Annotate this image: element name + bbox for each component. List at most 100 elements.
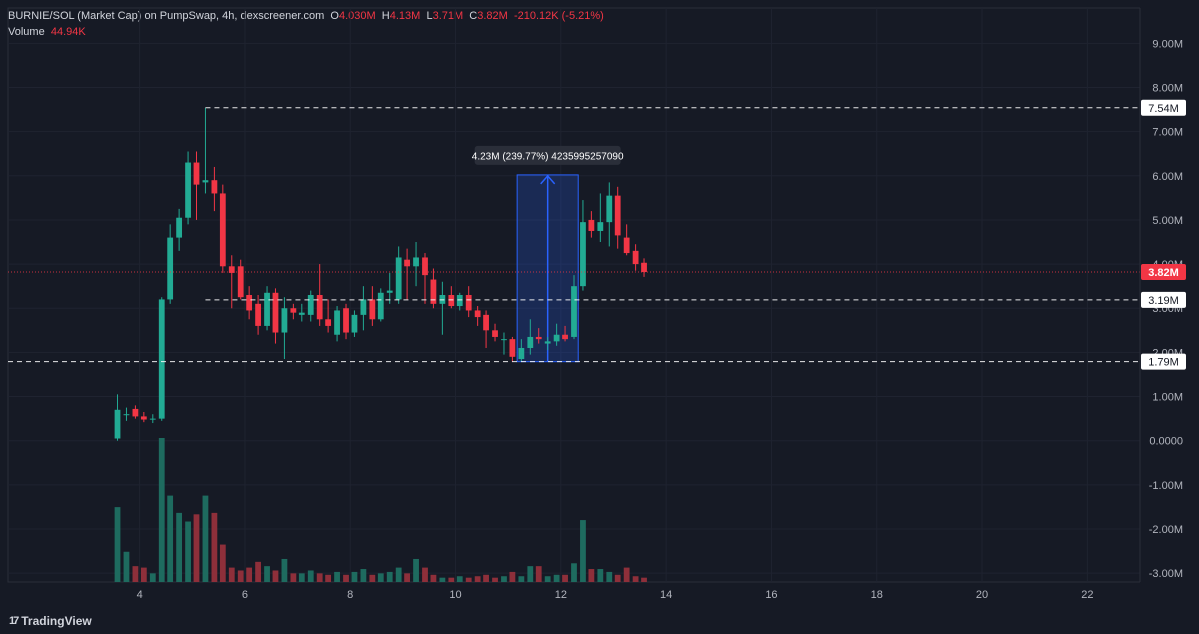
candle-body: [448, 295, 455, 307]
candle-body: [114, 409, 121, 439]
candle-body: [422, 257, 428, 276]
open-label: O: [330, 10, 339, 22]
volume-bar: [641, 577, 647, 582]
candle-body: [501, 339, 507, 341]
volume-bar: [606, 571, 613, 582]
volume-bar: [219, 544, 226, 582]
candle-body: [219, 193, 226, 267]
volume-bar: [264, 566, 270, 582]
volume-bar: [185, 521, 191, 582]
x-tick-label: 10: [449, 589, 461, 601]
low-label: L: [426, 10, 433, 22]
candle-body: [562, 334, 568, 340]
volume-bar: [140, 567, 147, 582]
x-tick-label: 4: [137, 589, 143, 601]
volume-bar: [422, 567, 428, 582]
price-line-label-bg: [1141, 353, 1186, 370]
candle-body: [334, 310, 340, 335]
candle-body: [395, 257, 402, 300]
candle-body: [369, 299, 376, 320]
volume-bar: [334, 571, 340, 582]
candle-body: [281, 308, 288, 333]
price-line-label-bg: [1141, 291, 1186, 308]
candle-body: [140, 416, 147, 420]
x-tick-label: 8: [347, 589, 353, 601]
volume-value: 44.94K: [50, 26, 86, 38]
candle-body: [316, 295, 323, 320]
candle-body: [474, 310, 481, 318]
candle-body: [325, 319, 332, 326]
candle-body: [202, 180, 209, 183]
volume-bar: [132, 566, 139, 582]
candle-body: [588, 219, 595, 231]
volume-bar: [272, 570, 279, 582]
change-value: -210.12K (-5.21%): [513, 10, 604, 22]
candle-body: [404, 259, 410, 267]
high-value: 4.13M: [389, 10, 421, 22]
price-line-label: 3.19M: [1148, 295, 1179, 307]
volume-bar: [553, 574, 560, 582]
price-line-label-bg: [1141, 264, 1186, 281]
candle-body: [492, 330, 498, 337]
volume-bar: [580, 520, 586, 582]
candle-body: [123, 414, 130, 416]
x-tick-label: 16: [765, 589, 777, 601]
volume-label: Volume: [8, 26, 45, 38]
volume-bar: [386, 571, 393, 582]
candle-body: [272, 292, 279, 333]
open-value: 4.030M: [338, 10, 376, 22]
volume-bar: [623, 567, 630, 582]
candle-body: [149, 418, 156, 420]
volume-bar: [202, 495, 209, 582]
volume-bar: [211, 512, 218, 582]
tradingview-logo-icon: 17: [9, 615, 19, 627]
candle-body: [632, 250, 639, 265]
candle-body: [518, 347, 525, 360]
candle-body: [413, 257, 419, 267]
volume-bar: [413, 558, 419, 582]
measure-arrow-head: [540, 174, 556, 185]
candle-body: [158, 299, 165, 419]
candle-body: [527, 336, 534, 348]
volume-bar: [298, 573, 305, 582]
volume-bar: [360, 569, 367, 582]
price-axis-bg: [1140, 0, 1199, 634]
volume-bar: [474, 576, 481, 582]
volume-bar: [535, 566, 542, 582]
tradingview-logo[interactable]: 17 TradingView: [9, 614, 92, 628]
volume-bar: [193, 514, 200, 582]
volume-bar: [158, 438, 165, 582]
candle-body: [623, 237, 630, 254]
volume-bar: [439, 577, 446, 582]
volume-bar: [456, 576, 463, 582]
price-line-label-bg: [1141, 99, 1186, 116]
candle-body: [307, 295, 314, 315]
candle-body: [193, 162, 200, 185]
volume-bar: [395, 567, 402, 582]
candle-body: [264, 292, 270, 326]
candle-body: [298, 312, 305, 315]
volume-bar: [571, 563, 577, 582]
x-tick-label: 20: [976, 589, 988, 601]
close-label: C: [469, 10, 478, 22]
candle-body: [237, 266, 244, 298]
x-tick-label: 22: [1081, 589, 1093, 601]
y-tick-label: -1.00M: [1149, 480, 1183, 492]
volume-bar: [492, 577, 498, 582]
x-tick-label: 18: [871, 589, 883, 601]
y-tick-label: -3.00M: [1149, 568, 1183, 580]
y-tick-label: 6.00M: [1152, 171, 1183, 183]
y-tick-label: 8.00M: [1152, 82, 1183, 94]
candle-body: [571, 286, 577, 337]
candle-body: [535, 336, 542, 340]
volume-bar: [527, 566, 534, 582]
candle-body: [597, 222, 604, 231]
volume-bar: [255, 561, 261, 582]
candle-body: [185, 162, 191, 218]
candle-body: [211, 180, 218, 194]
volume-bar: [167, 495, 174, 582]
candle-body: [343, 308, 349, 333]
volume-bar: [325, 574, 332, 582]
volume-bar: [114, 507, 121, 582]
